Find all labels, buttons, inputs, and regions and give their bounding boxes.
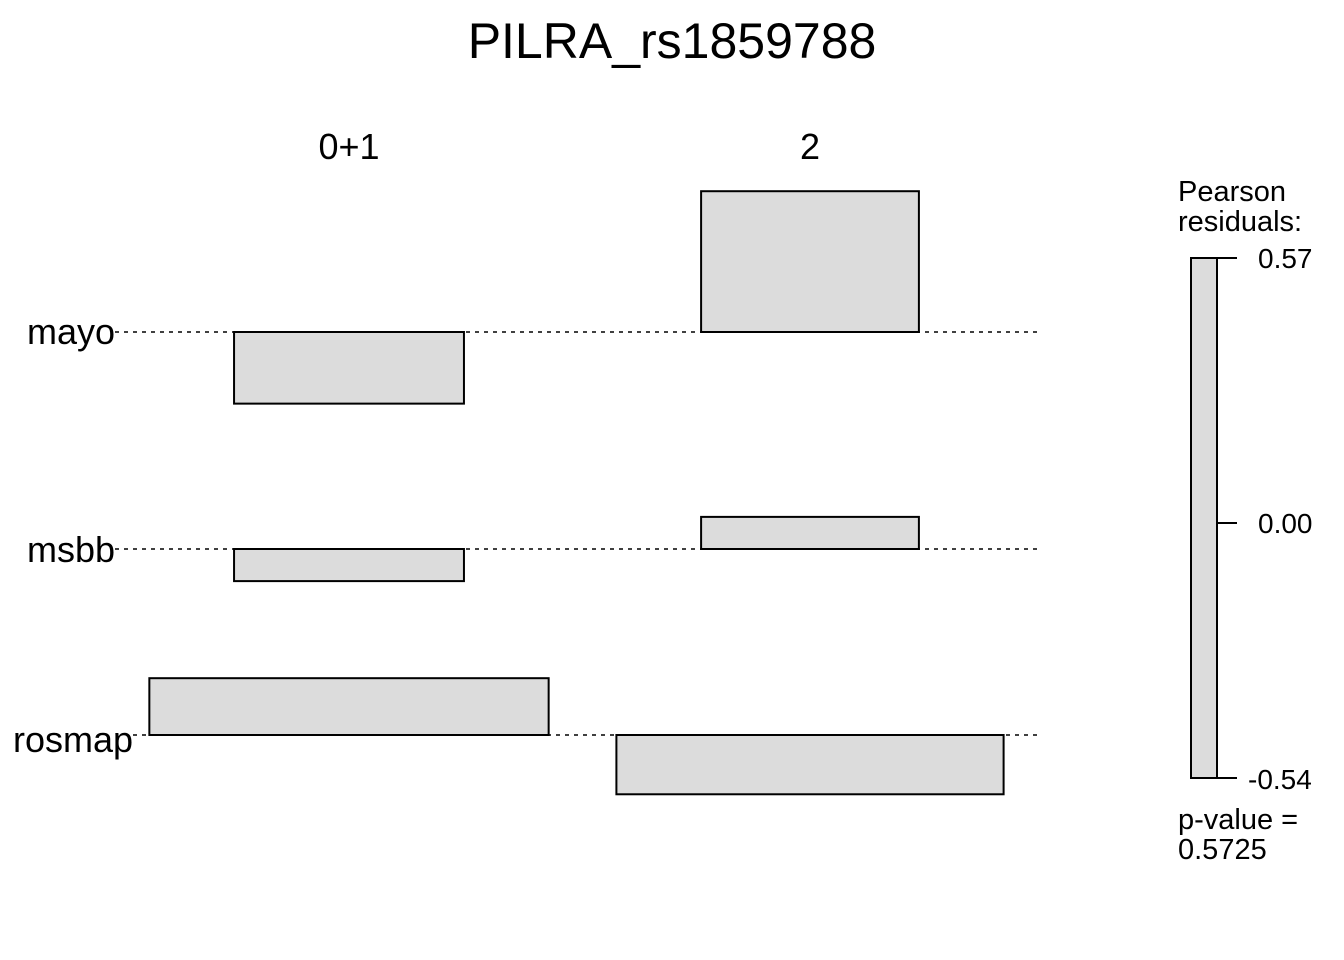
residual-cells bbox=[115, 190, 1040, 796]
cell-rosmap-col0 bbox=[148, 677, 550, 737]
legend-title-line2: residuals: bbox=[1178, 206, 1302, 238]
row-label-0: mayo bbox=[27, 311, 115, 352]
cell-msbb-col1 bbox=[700, 515, 920, 551]
legend-tick-label-max: 0.57 bbox=[1258, 243, 1313, 274]
cell-rosmap-col1 bbox=[615, 734, 1005, 796]
legend-title-line1: Pearson bbox=[1178, 176, 1286, 208]
pvalue-line2: 0.5725 bbox=[1178, 834, 1267, 866]
legend-tick-label-zero: 0.00 bbox=[1258, 508, 1313, 539]
chart-title: PILRA_rs1859788 bbox=[468, 13, 877, 69]
legend: Pearson residuals: 0.57 0.00 -0.54 p-val… bbox=[1178, 176, 1313, 866]
column-label-0: 0+1 bbox=[318, 126, 379, 167]
cell-mayo-col0 bbox=[233, 331, 465, 405]
legend-scale-bar bbox=[1190, 257, 1218, 779]
legend-tick-label-min: -0.54 bbox=[1248, 764, 1312, 795]
cell-mayo-col1 bbox=[700, 190, 920, 333]
column-label-1: 2 bbox=[800, 126, 820, 167]
row-label-2: rosmap bbox=[13, 719, 133, 760]
pvalue-line1: p-value = bbox=[1178, 804, 1298, 836]
row-label-1: msbb bbox=[27, 529, 115, 570]
cell-msbb-col0 bbox=[233, 548, 465, 583]
